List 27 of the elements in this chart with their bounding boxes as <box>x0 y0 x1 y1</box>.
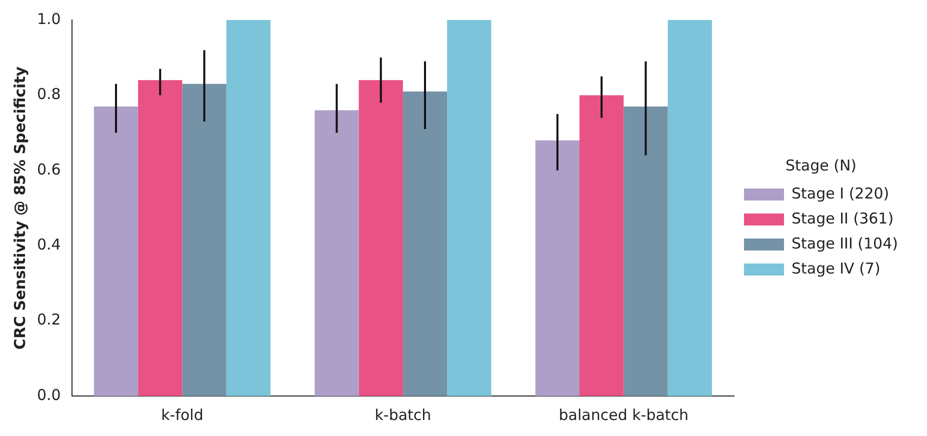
x-tick-label: k-fold <box>161 406 204 424</box>
bar <box>94 106 138 396</box>
bar <box>447 20 492 396</box>
y-tick-label: 1.0 <box>36 10 61 28</box>
legend-label: Stage IV (7) <box>792 259 880 278</box>
y-tick-label: 0.4 <box>36 235 61 254</box>
y-tick-label: 0.8 <box>36 85 61 104</box>
bar <box>314 110 359 396</box>
legend-label: Stage III (104) <box>792 234 898 252</box>
bar <box>668 20 712 396</box>
x-tick-label: balanced k-batch <box>558 406 689 424</box>
y-tick-label: 0.6 <box>36 160 61 178</box>
legend-label: Stage I (220) <box>792 184 890 202</box>
bar <box>535 140 580 396</box>
x-tick-label: k-batch <box>374 406 432 424</box>
y-axis-title: CRC Sensitivity @ 85% Specificity <box>10 66 29 350</box>
bar <box>138 80 182 396</box>
y-tick-label: 0.0 <box>36 386 61 404</box>
bar <box>182 84 226 396</box>
bar <box>226 20 271 396</box>
bar <box>358 80 403 396</box>
legend-title: Stage (N) <box>785 156 857 174</box>
y-tick-label: 0.2 <box>36 310 61 329</box>
bar <box>624 106 668 396</box>
bar <box>580 95 624 396</box>
legend-label: Stage II (361) <box>792 209 894 228</box>
bar <box>402 91 448 396</box>
